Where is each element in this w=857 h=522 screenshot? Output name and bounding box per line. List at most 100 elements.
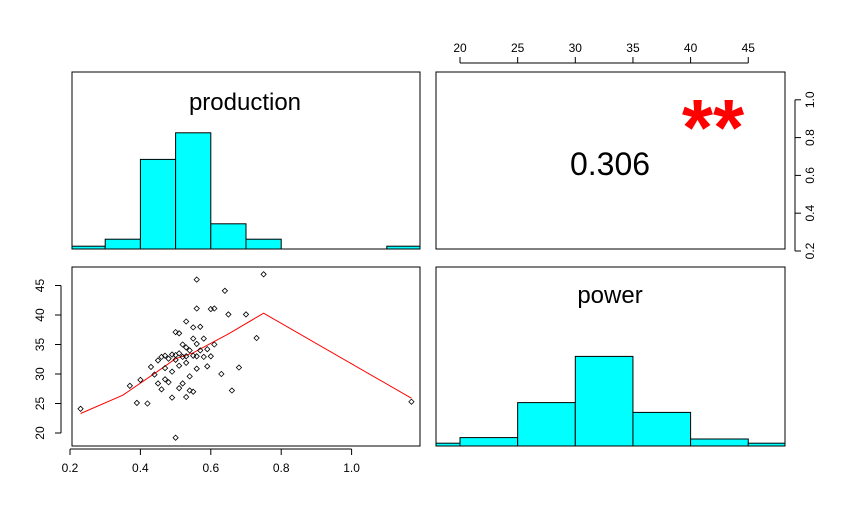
scatter-point: [190, 352, 197, 359]
production-hist-bar: [175, 132, 212, 250]
scatter-point: [144, 400, 151, 407]
scatter-point: [235, 364, 243, 371]
x-tick-label: 0.2: [62, 461, 79, 475]
y-tick-label: 45: [33, 279, 47, 293]
scatter-point: [182, 359, 190, 366]
scatter-point: [175, 330, 183, 337]
top-tick-label: 20: [453, 41, 467, 55]
scatter-point: [204, 346, 211, 353]
scatter-point: [182, 393, 190, 401]
x-tick-label: 0.8: [273, 461, 290, 475]
scatter-point: [172, 356, 179, 364]
scatter-point: [126, 382, 134, 389]
scatter-point: [172, 328, 179, 336]
y-tick-label: 25: [33, 397, 47, 411]
scatter-point: [193, 353, 200, 360]
scatter-point: [228, 387, 236, 394]
scatter-point: [186, 373, 193, 380]
y-tick-label: 30: [33, 367, 47, 381]
scatter-point: [182, 344, 190, 351]
scatter-point: [190, 335, 197, 342]
scatter-point: [137, 376, 144, 384]
panel-frame-power: [435, 266, 786, 447]
scatter-point: [175, 362, 183, 369]
scatter-point: [218, 370, 225, 378]
scatter-point: [207, 353, 214, 360]
scatter-point: [165, 379, 172, 386]
scatter-point: [408, 398, 415, 405]
top-tick-label: 35: [626, 41, 640, 55]
scatter-point: [190, 388, 197, 395]
right-tick-label: 1.0: [803, 91, 817, 108]
top-tick-label: 40: [684, 41, 698, 55]
scatter-point: [168, 394, 176, 401]
scatter-point: [211, 341, 218, 348]
scatter-point: [225, 311, 232, 318]
power-histogram: [435, 355, 786, 447]
production-hist-bar: [245, 238, 282, 250]
scatter-point: [253, 334, 260, 342]
scatter-point: [200, 353, 207, 361]
scatter-point: [190, 324, 197, 331]
scatter-point: [182, 318, 190, 325]
y-tick-label: 35: [33, 338, 47, 352]
scatter-point: [186, 387, 193, 394]
scatter-point: [154, 380, 162, 387]
right-tick-label: 0.8: [803, 129, 817, 146]
scatter-point: [242, 311, 250, 318]
scatter-point: [221, 287, 229, 294]
x-tick-label: 1.0: [343, 461, 360, 475]
scatter-point: [168, 351, 176, 358]
power-hist-bar: [690, 438, 749, 447]
scatter-point: [168, 368, 176, 375]
scatter-point: [161, 352, 169, 359]
power-hist-bar: [632, 411, 692, 447]
top-tick-label: 25: [511, 41, 525, 55]
scatter-point: [175, 384, 183, 392]
panel-frame-production: [71, 71, 421, 250]
production-hist-bar: [139, 158, 177, 250]
scatter-point: [186, 347, 193, 354]
x-tick-label: 0.6: [202, 461, 219, 475]
scatter-point: [211, 305, 218, 312]
right-tick-label: 0.4: [803, 205, 817, 222]
x-tick-label: 0.4: [132, 461, 149, 475]
top-tick-label: 30: [569, 41, 583, 55]
smooth-line: [80, 312, 412, 414]
scatter-point: [193, 276, 200, 283]
scatter-point: [154, 357, 162, 364]
panel-frame-scatter: [71, 266, 421, 447]
right-tick-label: 0.6: [803, 167, 817, 184]
diag-label-production: production: [189, 89, 301, 116]
scatter-point: [193, 365, 200, 372]
scatter-point: [147, 363, 155, 371]
scatter-point: [197, 323, 204, 330]
right-tick-label: 0.2: [803, 242, 817, 259]
scatter-point: [179, 380, 186, 387]
diag-label-power: power: [577, 282, 642, 309]
scatter-point: [182, 353, 190, 360]
scatter-point: [161, 364, 169, 372]
scatter-point: [133, 399, 141, 407]
scatter-point: [175, 350, 183, 357]
power-hist-bar: [574, 355, 634, 447]
scatter-point: [193, 305, 200, 312]
correlation-value: 0.306: [570, 146, 650, 182]
scatter-point: [172, 434, 179, 441]
power-hist-bar: [459, 437, 519, 447]
scatter-point: [260, 271, 267, 278]
scatter-panel: [77, 271, 415, 441]
production-histogram: [71, 132, 421, 250]
scatter-point: [165, 355, 172, 362]
scatter-point: [158, 386, 165, 393]
panel-frame-correlation: [435, 71, 786, 250]
top-tick-label: 45: [742, 41, 756, 55]
production-hist-bar: [104, 238, 141, 250]
scatter-point: [200, 335, 207, 342]
scatter-point: [151, 371, 158, 378]
significance-stars: **: [682, 83, 745, 172]
scatter-point: [179, 341, 186, 348]
scatter-point: [193, 340, 200, 348]
